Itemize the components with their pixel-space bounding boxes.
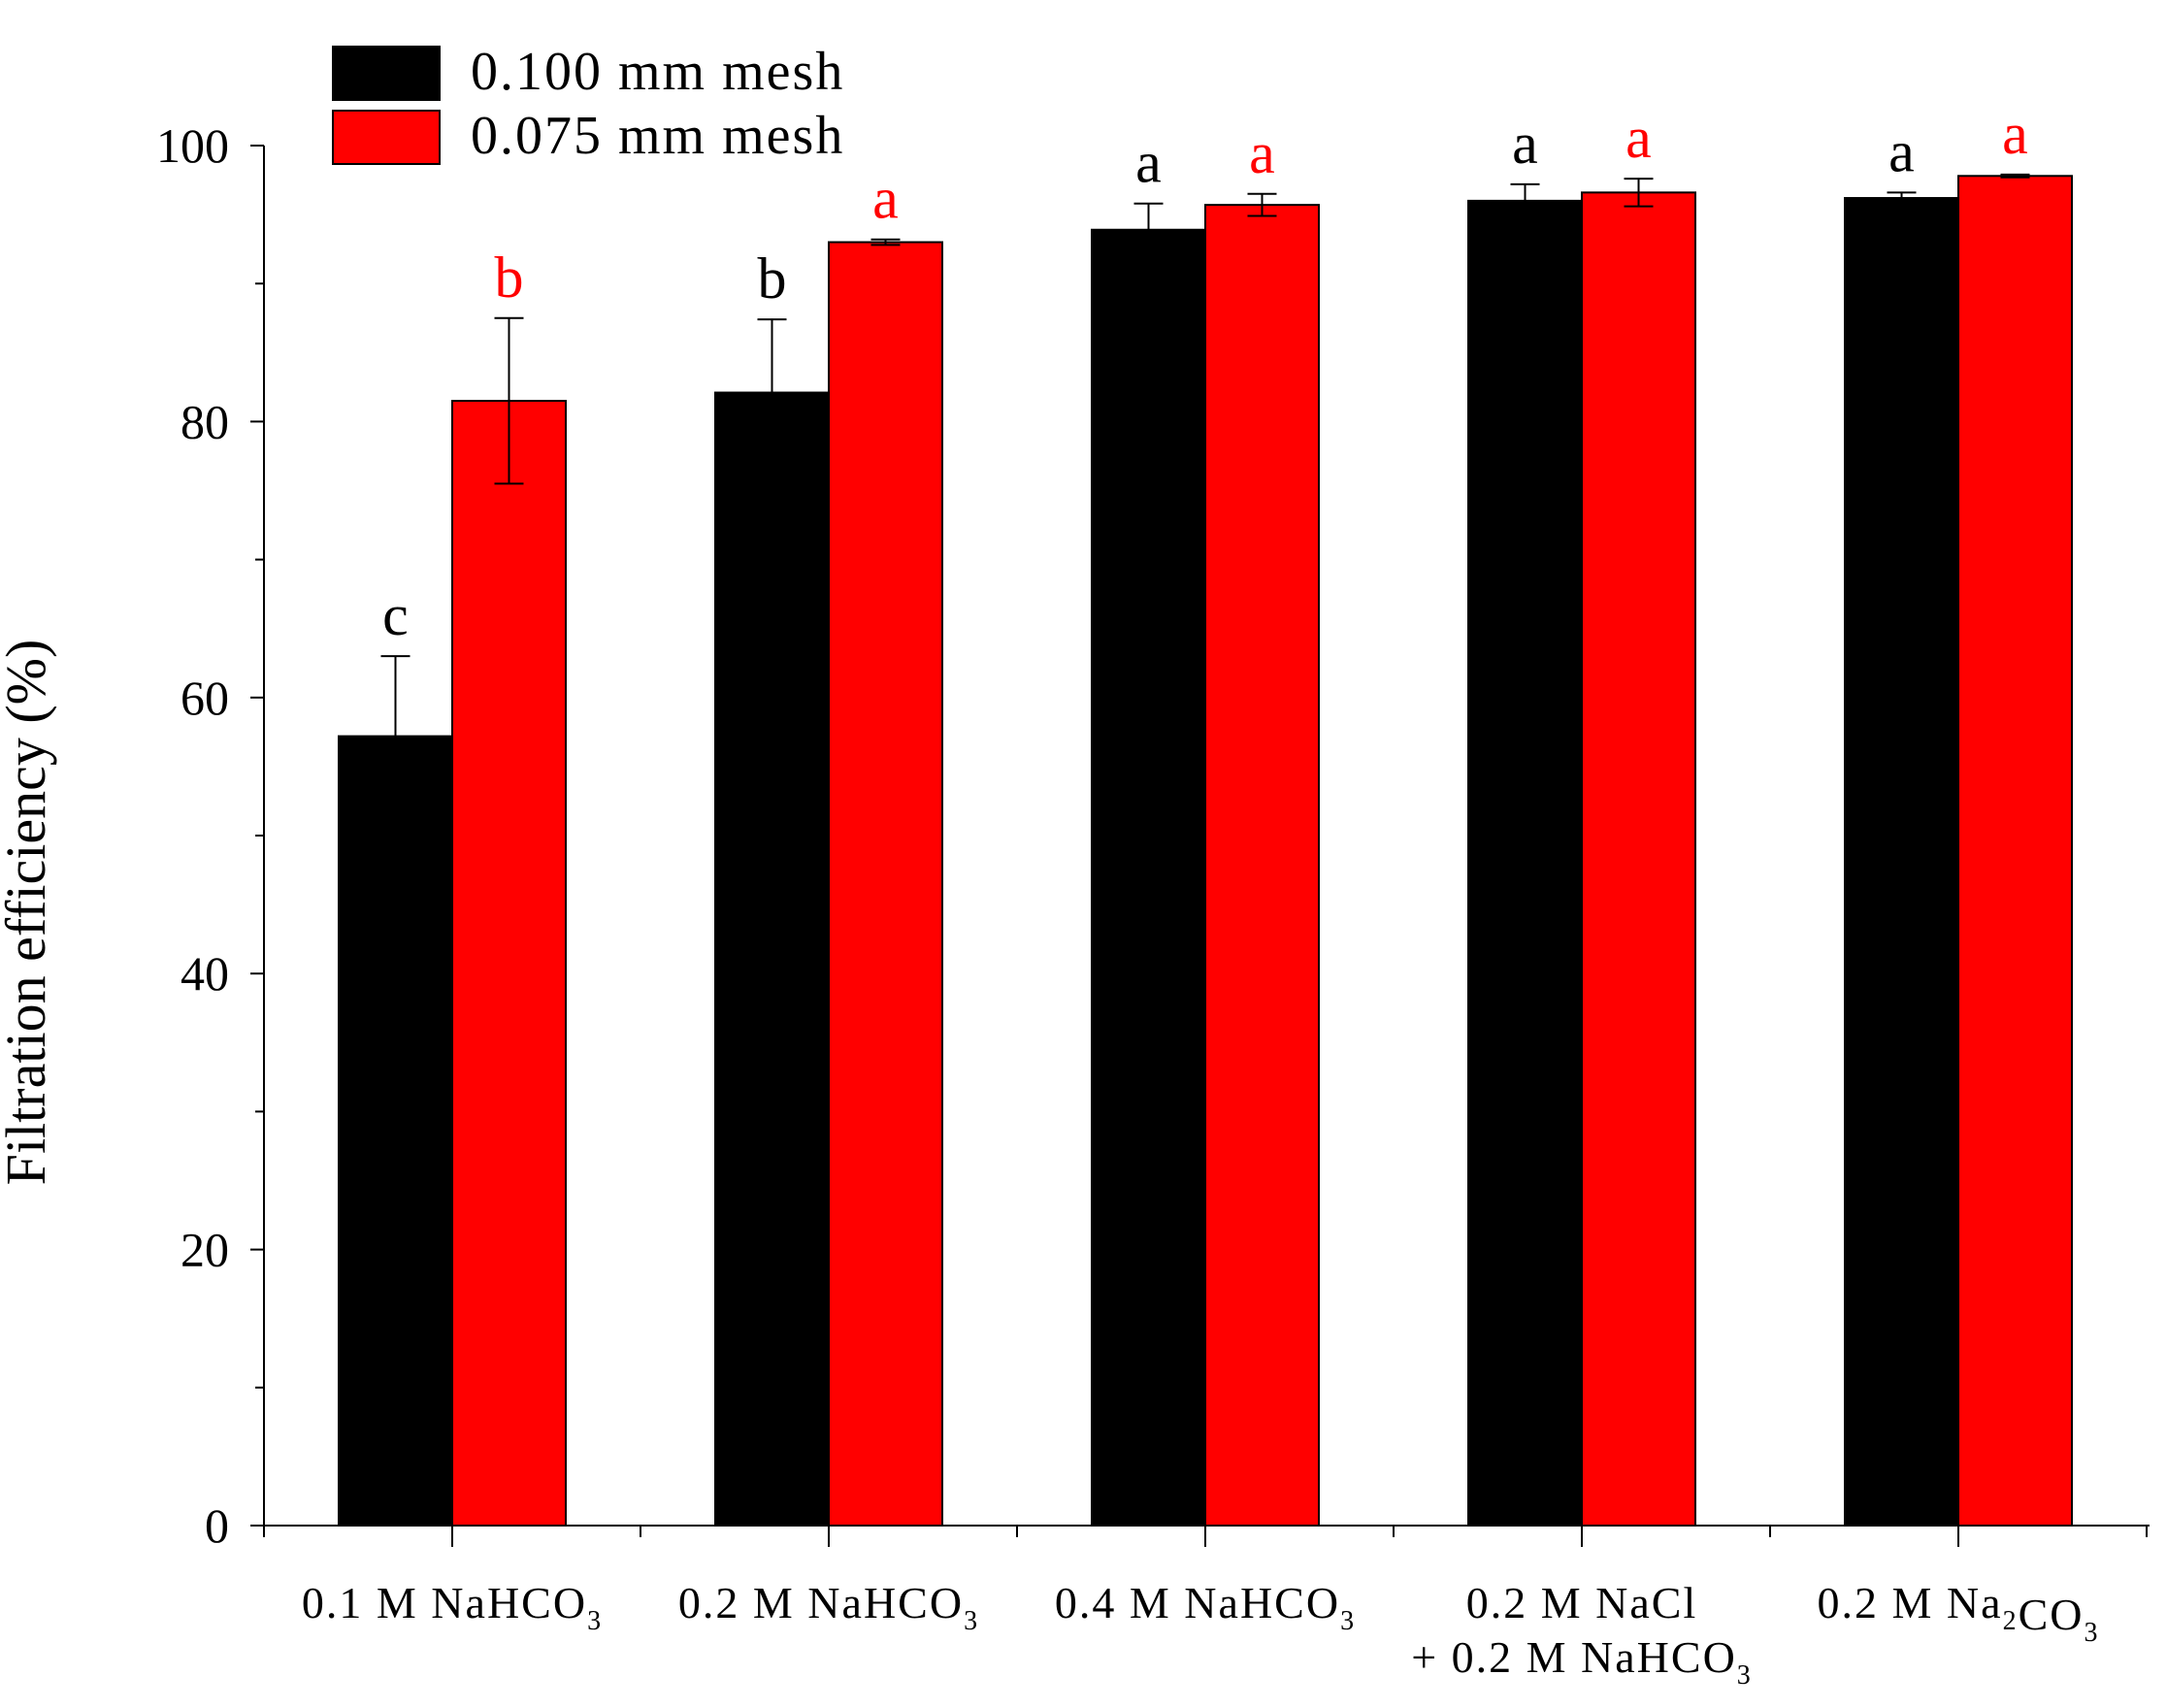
label-text: 0.2 M NaCl: [1466, 1578, 1698, 1627]
x-tick-label: 0.1 M NaHCO3: [302, 1578, 603, 1636]
subscript: 3: [1340, 1606, 1356, 1636]
y-tick-label: 20: [181, 1223, 229, 1277]
bar: [338, 735, 453, 1527]
bar: [714, 391, 830, 1527]
y-axis: 0 20 40 60 80 100: [156, 118, 265, 1553]
significance-letter: b: [495, 246, 524, 310]
y-tick-label: 0: [205, 1498, 229, 1553]
significance-letter: a: [1625, 106, 1652, 170]
bar: [1957, 175, 2073, 1527]
label-text: 0.1 M NaHCO: [302, 1578, 587, 1627]
significance-letter: a: [1512, 112, 1538, 176]
significance-letter: a: [1888, 119, 1915, 183]
bar: [1467, 199, 1583, 1527]
label-text: 0.2 M NaHCO: [678, 1578, 964, 1627]
significance-letter: a: [872, 167, 899, 231]
bar: [451, 400, 567, 1527]
x-tick-label: 0.4 M NaHCO3: [1055, 1578, 1356, 1636]
bar: [1204, 204, 1320, 1527]
subscript: 3: [1737, 1660, 1753, 1691]
x-tick-labels: 0.1 M NaHCO3 0.2 M NaHCO3 0.4 M NaHCO3 0.2 …: [302, 1578, 2100, 1691]
subscript: 2: [2003, 1606, 2019, 1636]
label-text: + 0.2 M NaHCO: [1411, 1632, 1737, 1682]
subscript: 3: [2084, 1618, 2099, 1648]
x-axis: [263, 1525, 2150, 1547]
legend-label: 0.075 mm mesh: [471, 106, 844, 166]
x-tick-label: 0.2 M Na2CO3: [1818, 1578, 2100, 1648]
significance-letter: c: [382, 583, 409, 647]
legend-swatch: [332, 110, 441, 165]
subscript: 3: [587, 1606, 603, 1636]
legend-swatch: [332, 46, 441, 101]
y-axis-label: Filtration efficiency (%): [0, 640, 57, 1186]
significance-letter: b: [758, 246, 787, 311]
significance-letter: a: [1135, 131, 1162, 195]
bar: [1091, 228, 1206, 1527]
bar: [1844, 197, 1959, 1527]
x-tick-label: 0.2 M NaHCO3: [678, 1578, 979, 1636]
significance-letters: c b a a a b a a a a: [382, 102, 2028, 647]
label-text: CO: [2019, 1590, 2085, 1639]
legend-label: 0.100 mm mesh: [471, 42, 844, 102]
x-tick-label: 0.2 M NaCl: [1466, 1578, 1698, 1627]
subscript: 3: [964, 1606, 979, 1636]
label-text: 0.4 M NaHCO: [1055, 1578, 1340, 1627]
significance-letter: a: [1249, 121, 1275, 185]
y-tick-label: 100: [156, 118, 229, 173]
x-tick-label: + 0.2 M NaHCO3: [1411, 1632, 1753, 1691]
significance-letter: a: [2002, 102, 2028, 166]
bar: [1581, 191, 1696, 1527]
label-text: 0.2 M Na: [1818, 1578, 2003, 1627]
error-bars: [380, 173, 2030, 818]
y-tick-label: 80: [181, 394, 229, 448]
bar-series: [338, 175, 2073, 1527]
y-tick-label: 60: [181, 671, 229, 725]
y-tick-label: 40: [181, 946, 229, 1001]
bar: [828, 241, 943, 1527]
